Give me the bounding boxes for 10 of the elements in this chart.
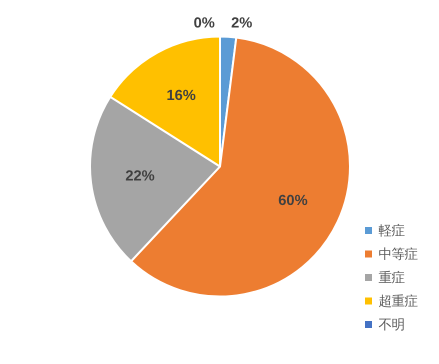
data-label: 60% (278, 192, 308, 209)
legend-label: 超重症 (378, 294, 418, 308)
data-label: 16% (166, 88, 196, 104)
legend-label: 軽症 (378, 223, 404, 238)
data-label: 2% (231, 16, 252, 32)
legend-label: 不明 (378, 317, 404, 332)
data-label: 22% (125, 168, 155, 185)
legend-label: 中等症 (378, 246, 418, 262)
text: 0% (194, 15, 215, 32)
legend-label: 重症 (378, 270, 404, 285)
